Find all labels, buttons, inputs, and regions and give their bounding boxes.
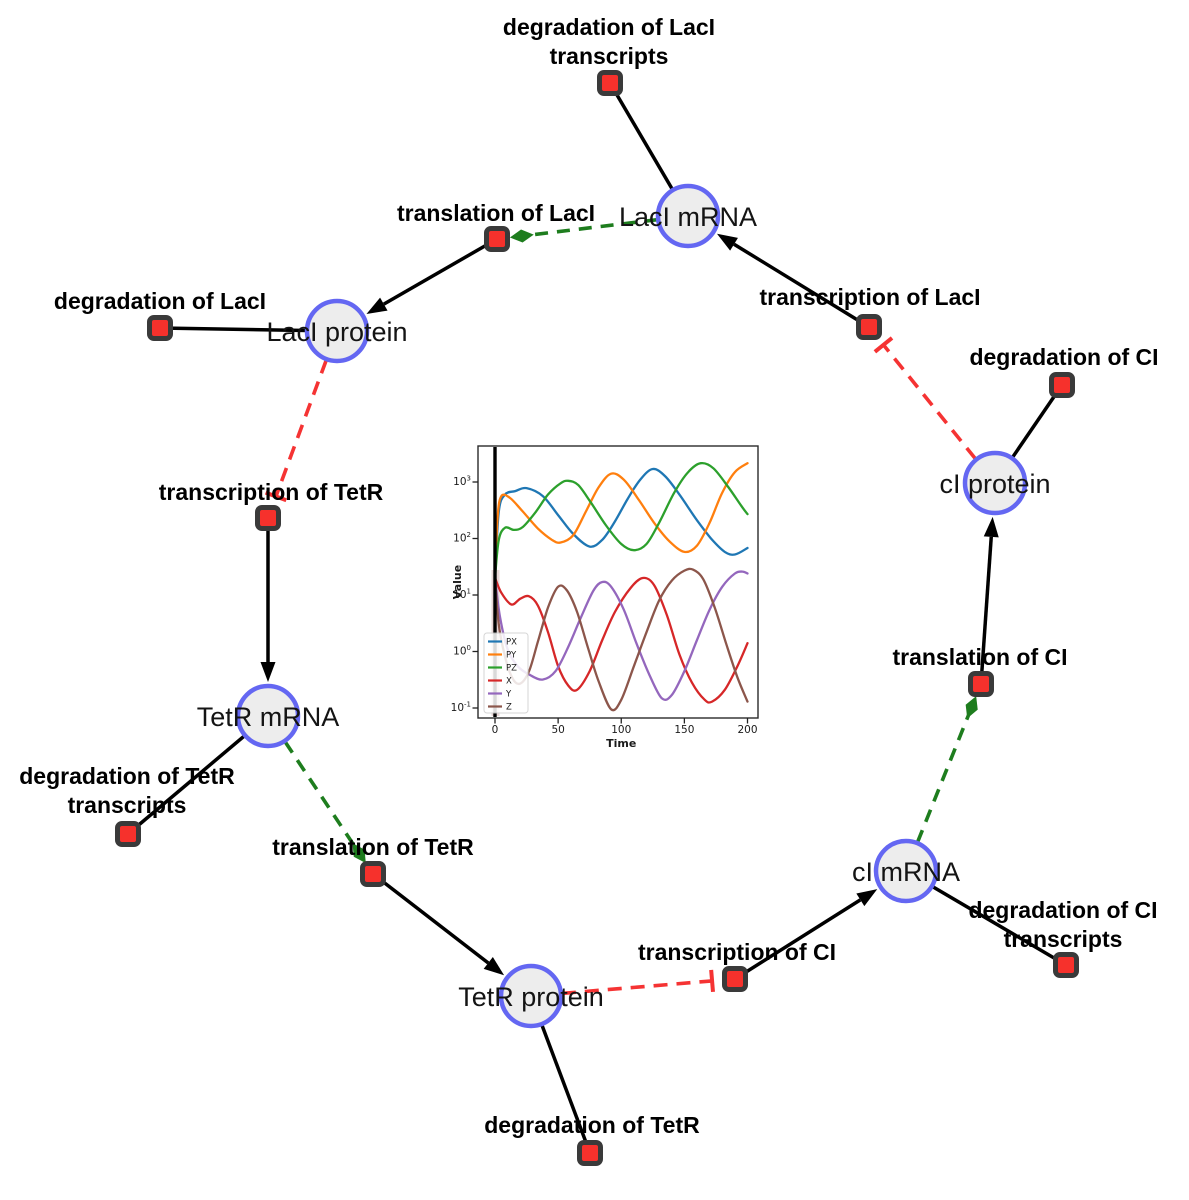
reaction-node-deg_ci_tx[interactable] <box>1053 952 1079 978</box>
reaction-layer: degradation of LacI transcripts translatio… <box>19 14 1159 1166</box>
species-node-laci_mrna[interactable] <box>655 183 721 249</box>
edge-production-tx_laci-to-laci_mrna <box>716 233 870 329</box>
y-tick-label-1e0: 100 <box>453 644 471 658</box>
reaction-node-tl_laci[interactable] <box>484 226 510 252</box>
species-label-laci_protein: LacI protein <box>266 317 407 347</box>
edge-production-tl_laci-to-laci_protein <box>366 237 498 315</box>
legend-label-PZ: PZ <box>506 664 517 674</box>
y-tick-label-1e1: 101 <box>453 588 471 602</box>
reaction-node-deg_ci[interactable] <box>1049 372 1075 398</box>
legend-label-Z: Z <box>506 703 512 713</box>
reaction-label-deg_ci: degradation of CI <box>969 344 1158 370</box>
reaction-label-deg_laci: degradation of LacI <box>54 288 266 314</box>
edge-inhibition-ci_protein-to-tx_laci <box>873 336 977 461</box>
reaction-label-deg_tetr_tx: degradation of TetR <box>19 763 235 789</box>
reaction-node-deg_tetr[interactable] <box>577 1140 603 1166</box>
reaction-node-deg_laci_tx[interactable] <box>597 70 623 96</box>
species-label-ci_mrna: cI mRNA <box>852 857 960 887</box>
reaction-label-deg_laci_tx-line2: transcripts <box>550 43 669 69</box>
y-tick-label-1e-1: 10-1 <box>451 701 471 715</box>
plot-spines <box>477 445 759 719</box>
reaction-node-tx_laci[interactable] <box>856 314 882 340</box>
edge-layer <box>126 82 1067 1154</box>
edge-production-tx_tetr-to-tetr_mrna <box>260 518 276 682</box>
reaction-node-tx_tetr[interactable] <box>255 505 281 531</box>
reaction-node-tl_tetr[interactable] <box>360 861 386 887</box>
reaction-label-deg_tetr_tx-line2: transcripts <box>68 792 187 818</box>
species-label-laci_mrna: LacI mRNA <box>619 202 757 232</box>
legend-label-PX: PX <box>506 638 517 648</box>
reaction-label-deg_ci_tx-line2: transcripts <box>1004 926 1123 952</box>
y-tick-label-1e3: 103 <box>453 475 471 489</box>
species-node-tetr_mrna[interactable] <box>235 683 301 749</box>
x-axis-title: Time <box>606 737 636 750</box>
species-label-tetr_protein: TetR protein <box>458 982 604 1012</box>
reaction-label-tl_tetr: translation of TetR <box>272 834 474 860</box>
reaction-label-tl_laci: translation of LacI <box>397 200 595 226</box>
reaction-label-tx_tetr: transcription of TetR <box>159 479 384 505</box>
series-curve-PX <box>493 467 749 580</box>
reaction-node-deg_tetr_tx[interactable] <box>115 821 141 847</box>
reaction-label-deg_laci_tx: degradation of LacI <box>503 14 715 40</box>
species-node-tetr_protein[interactable] <box>498 963 564 1029</box>
legend-label-X: X <box>506 677 512 687</box>
edge-inhibition-tetr_protein-to-tx_ci <box>561 969 715 996</box>
edge-production-tl_ci-to-ci_protein <box>979 516 999 685</box>
reaction-node-tl_ci[interactable] <box>968 671 994 697</box>
edge-activation-laci_mrna-to-tl_laci <box>509 217 658 243</box>
y-tick-label-1e2: 102 <box>453 531 471 545</box>
edge-activation-tetr_mrna-to-tl_tetr <box>283 740 366 864</box>
x-tick-label-50: 50 <box>551 724 564 736</box>
species-label-ci_protein: cI protein <box>939 469 1050 499</box>
species-layer: LacI mRNA LacI protein TetR mRNA TetR prote… <box>197 183 1051 1029</box>
y-axis-title: Value <box>451 565 464 599</box>
edge-production-tx_ci-to-ci_mrna <box>734 889 878 981</box>
reaction-node-deg_laci[interactable] <box>147 315 173 341</box>
plot-legend: PX PY PZ XYZ <box>483 632 529 714</box>
plot-curves <box>493 461 749 712</box>
edge-production-tl_tetr-to-tetr_protein <box>371 872 505 976</box>
reaction-label-tx_laci: transcription of LacI <box>759 284 980 310</box>
reaction-label-deg_tetr: degradation of TetR <box>484 1112 700 1138</box>
x-tick-label-150: 150 <box>674 724 694 736</box>
species-node-ci_mrna[interactable] <box>873 838 939 904</box>
species-node-ci_protein[interactable] <box>962 450 1028 516</box>
series-curve-Y <box>493 570 749 701</box>
edge-inhibition-laci_protein-to-tx_tetr <box>264 359 328 503</box>
legend-label-Y: Y <box>505 690 512 700</box>
x-tick-label-0: 0 <box>492 724 499 736</box>
x-tick-label-200: 200 <box>737 724 757 736</box>
x-tick-label-100: 100 <box>611 724 631 736</box>
reaction-label-tl_ci: translation of CI <box>892 644 1067 670</box>
reaction-label-deg_ci_tx: degradation of CI <box>968 897 1157 923</box>
reaction-node-tx_ci[interactable] <box>722 966 748 992</box>
edge-activation-ci_mrna-to-tl_ci <box>915 696 978 843</box>
timeseries-plot: 0 50 100 150 20010-1100101102103TimeValuePXP… <box>451 445 759 750</box>
series-curve-X <box>493 576 749 704</box>
species-label-tetr_mrna: TetR mRNA <box>197 702 340 732</box>
legend-label-PY: PY <box>506 651 517 661</box>
series-curve-PY <box>493 462 749 580</box>
species-node-laci_protein[interactable] <box>304 298 370 364</box>
reaction-label-tx_ci: transcription of CI <box>638 939 836 965</box>
series-curve-PZ <box>493 461 749 580</box>
